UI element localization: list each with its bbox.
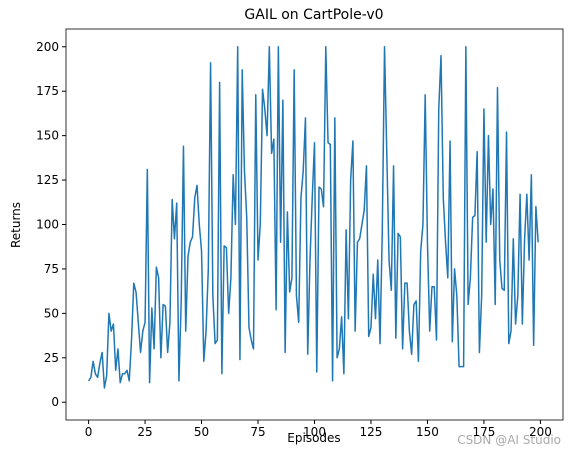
y-tick-label: 25 — [44, 351, 59, 365]
y-tick-label: 125 — [36, 173, 59, 187]
x-tick-label: 50 — [194, 425, 209, 439]
y-tick-label: 75 — [44, 262, 59, 276]
y-tick-label: 50 — [44, 306, 59, 320]
x-tick-label: 125 — [360, 425, 383, 439]
x-tick-label: 175 — [472, 425, 495, 439]
y-axis-label: Returns — [9, 202, 23, 248]
watermark: CSDN @AI Studio — [457, 433, 561, 447]
x-tick-label: 150 — [416, 425, 439, 439]
y-tick-label: 100 — [36, 218, 59, 232]
y-tick-label: 150 — [36, 129, 59, 143]
y-tick-label: 200 — [36, 40, 59, 54]
plot-frame — [65, 28, 564, 421]
y-tick-label: 0 — [51, 395, 59, 409]
data-line — [87, 46, 539, 389]
chart-title: GAIL on CartPole-v0 — [244, 7, 383, 23]
x-tick-label: 25 — [137, 425, 152, 439]
x-axis-label: Episodes — [287, 431, 340, 445]
x-tick-label: 200 — [529, 425, 552, 439]
x-tick-label: 75 — [250, 425, 265, 439]
x-tick-label: 0 — [85, 425, 93, 439]
x-tick-label: 100 — [303, 425, 326, 439]
y-tick-label: 175 — [36, 84, 59, 98]
